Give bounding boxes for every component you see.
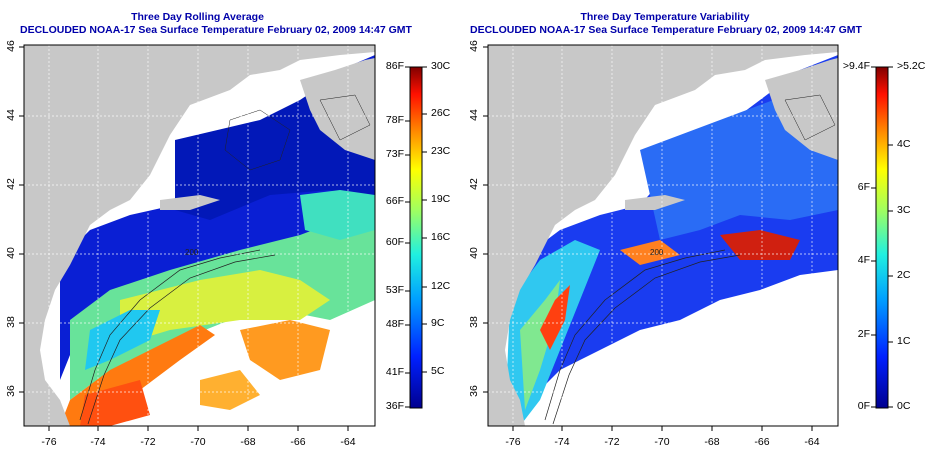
right-cbar-c-0: 0C xyxy=(897,400,911,412)
left-map xyxy=(24,45,375,426)
left-cbar-c-23: 23C xyxy=(431,145,451,157)
right-map xyxy=(488,45,838,426)
left-contour-label-200: 200 xyxy=(185,248,199,257)
left-lat-46: 46 xyxy=(5,40,17,52)
left-cbar-f-78: 78F xyxy=(385,114,404,126)
left-lat-42: 42 xyxy=(5,178,17,190)
left-lat-36: 36 xyxy=(5,385,17,397)
right-lat-38: 38 xyxy=(468,316,480,328)
right-cbar-f-6: 6F xyxy=(857,181,870,193)
left-cbar-c-16: 16C xyxy=(431,231,451,243)
left-cbar-f-41: 41F xyxy=(385,366,404,378)
left-lat-44: 44 xyxy=(5,109,17,121)
right-cbar-c-3: 3C xyxy=(897,204,911,216)
right-lat-36: 36 xyxy=(468,385,480,397)
right-cbar-c-1: 1C xyxy=(897,335,911,347)
left-lon-66: -66 xyxy=(290,436,306,448)
left-cbar-c-12: 12C xyxy=(431,280,451,292)
left-lon-72: -72 xyxy=(140,436,156,448)
right-lat-42: 42 xyxy=(468,178,480,190)
left-title-2: DECLOUDED NOAA-17 Sea Surface Temperatur… xyxy=(20,24,412,36)
right-lon-64: -64 xyxy=(804,436,820,448)
left-title-1: Three Day Rolling Average xyxy=(131,11,264,23)
left-cbar-c-30: 30C xyxy=(431,60,451,72)
right-cbar-c-max: >5.2C xyxy=(897,60,926,72)
left-colorbar xyxy=(409,66,423,409)
left-cbar-f-36: 36F xyxy=(385,400,404,412)
right-cbar-f-max: >9.4F xyxy=(842,60,870,72)
left-lon-76: -76 xyxy=(41,436,57,448)
right-contour-label-200: 200 xyxy=(650,248,664,257)
right-colorbar xyxy=(875,66,889,409)
left-lat-40: 40 xyxy=(5,247,17,259)
left-cbar-f-66: 66F xyxy=(385,195,404,207)
left-lon-64: -64 xyxy=(340,436,356,448)
left-cbar-c-19: 19C xyxy=(431,193,451,205)
left-lat-38: 38 xyxy=(5,316,17,328)
right-lat-46: 46 xyxy=(468,40,480,52)
right-cbar-c-4: 4C xyxy=(897,138,911,150)
right-cbar-f-0: 0F xyxy=(857,400,870,412)
right-title-1: Three Day Temperature Variability xyxy=(580,11,750,23)
left-cbar-f-53: 53F xyxy=(385,284,404,296)
right-lon-68: -68 xyxy=(704,436,720,448)
left-lon-74: -74 xyxy=(90,436,106,448)
left-cbar-f-60: 60F xyxy=(385,236,404,248)
left-cbar-f-73: 73F xyxy=(385,148,404,160)
right-cbar-f-4: 4F xyxy=(857,254,870,266)
right-lat-40: 40 xyxy=(468,247,480,259)
left-map-frame xyxy=(23,44,376,427)
left-lon-70: -70 xyxy=(190,436,206,448)
left-cbar-c-9: 9C xyxy=(431,317,445,329)
right-lon-74: -74 xyxy=(554,436,570,448)
right-lat-44: 44 xyxy=(468,109,480,121)
left-cbar-f-86: 86F xyxy=(385,60,404,72)
right-lon-70: -70 xyxy=(654,436,670,448)
right-lon-66: -66 xyxy=(754,436,770,448)
right-title-2: DECLOUDED NOAA-17 Sea Surface Temperatur… xyxy=(470,24,862,36)
left-cbar-f-48: 48F xyxy=(385,318,404,330)
right-cbar-f-2: 2F xyxy=(857,328,870,340)
left-cbar-c-26: 26C xyxy=(431,107,451,119)
right-lon-72: -72 xyxy=(604,436,620,448)
right-lon-76: -76 xyxy=(505,436,521,448)
right-cbar-c-2: 2C xyxy=(897,269,911,281)
left-lon-68: -68 xyxy=(240,436,256,448)
right-map-frame xyxy=(487,44,839,427)
left-cbar-c-5: 5C xyxy=(431,365,445,377)
